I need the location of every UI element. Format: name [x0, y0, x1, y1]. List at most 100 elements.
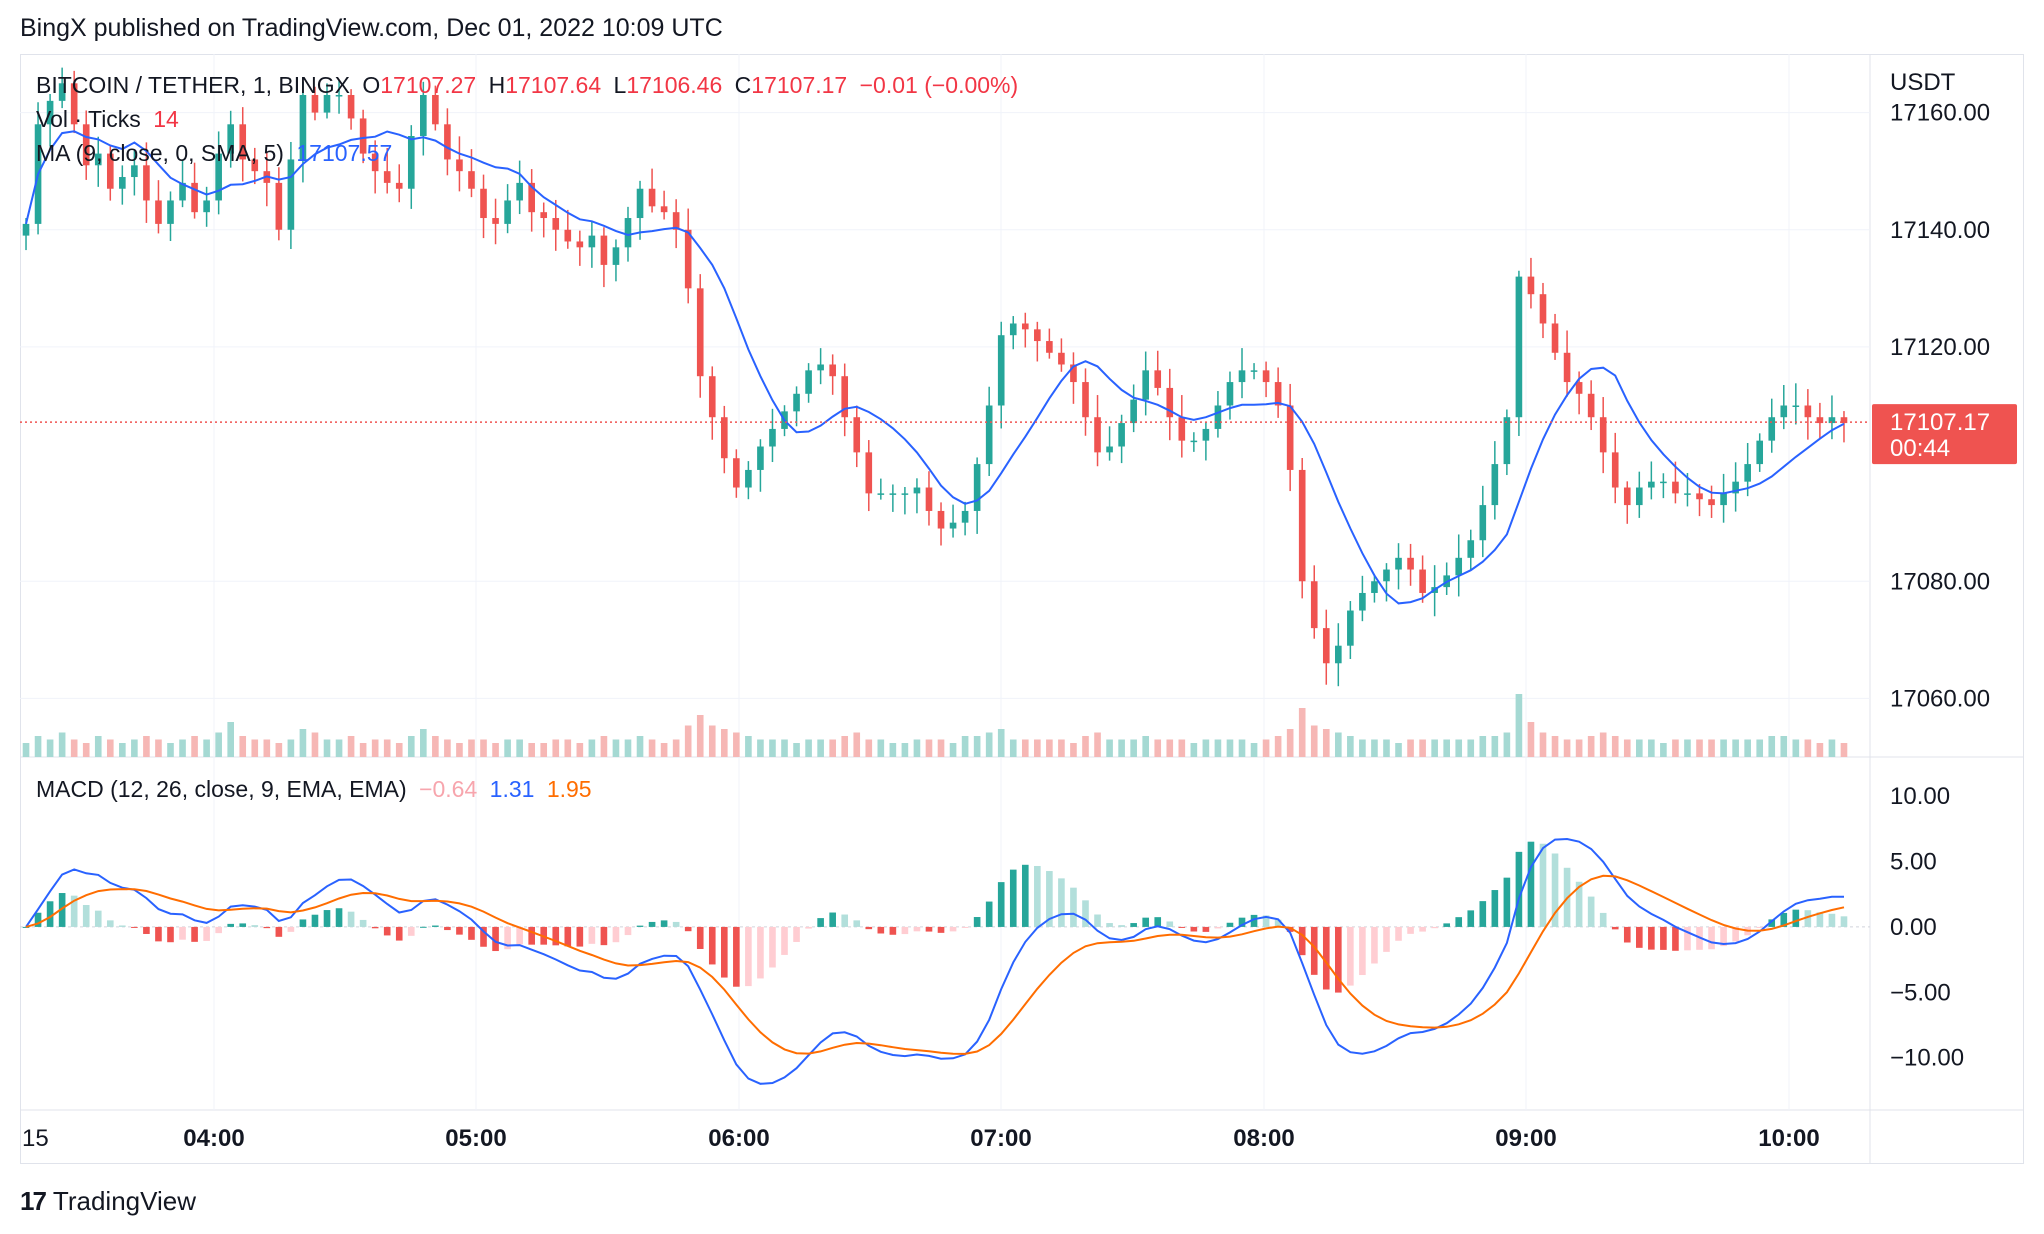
- volume-bar: [1744, 739, 1751, 757]
- macd-label[interactable]: MACD (12, 26, close, 9, EMA, EMA): [36, 776, 407, 802]
- macd-histogram-bar: [359, 919, 367, 927]
- macd-histogram-bar: [1347, 926, 1354, 986]
- volume-bar: [468, 739, 475, 757]
- candle-body: [407, 136, 415, 189]
- macd-histogram-bar: [1491, 890, 1499, 927]
- volume-bar: [1551, 736, 1559, 757]
- macd-histogram-bar: [155, 926, 162, 942]
- candle-body: [588, 235, 596, 248]
- volume-bar: [1371, 739, 1378, 757]
- volume-label[interactable]: Vol · Ticks: [36, 106, 141, 132]
- macd-histogram-bar: [781, 926, 788, 955]
- macd-histogram-bar: [672, 921, 680, 927]
- volume-bar: [70, 739, 78, 757]
- volume-bar: [1407, 739, 1414, 757]
- volume-bar: [215, 732, 222, 757]
- price-tick-label: 17120.00: [1890, 334, 1990, 361]
- last-price-badge[interactable]: [1872, 404, 2017, 465]
- macd-histogram-bar: [853, 920, 861, 927]
- volume-bar: [829, 739, 836, 757]
- macd-histogram-bar: [913, 926, 921, 932]
- macd-histogram-bar: [1166, 921, 1174, 927]
- candle-body: [335, 95, 343, 97]
- volume-bar: [913, 739, 921, 757]
- candle-body: [70, 83, 78, 125]
- candle-body: [1768, 417, 1776, 441]
- volume-bar: [347, 736, 355, 757]
- volume-bar: [576, 743, 584, 757]
- volume-bar: [636, 736, 644, 757]
- time-tick-label: 08:00: [1233, 1125, 1294, 1152]
- candle-body: [720, 417, 728, 459]
- volume-bar: [1792, 739, 1800, 757]
- macd-histogram-bar: [588, 926, 596, 944]
- macd-histogram-bar: [937, 926, 945, 933]
- chart-frame[interactable]: [20, 54, 2024, 1164]
- macd-histogram-bar: [34, 912, 42, 927]
- macd-histogram-bar: [1732, 926, 1739, 942]
- candle-body: [1515, 276, 1523, 418]
- macd-histogram-bar: [1214, 926, 1222, 929]
- candle-body: [1539, 294, 1547, 324]
- candle-body: [552, 218, 560, 230]
- macd-histogram-bar: [1070, 887, 1077, 927]
- macd-histogram-bar: [347, 911, 355, 927]
- volume-bar: [540, 743, 548, 757]
- candle-body: [371, 153, 379, 172]
- macd-histogram-bar: [263, 926, 271, 929]
- volume-bar: [1274, 736, 1282, 757]
- macd-histogram-bar: [1310, 926, 1318, 975]
- ma-label[interactable]: MA (9, close, 0, SMA, 5): [36, 140, 284, 166]
- candle-body: [155, 200, 162, 224]
- macd-histogram-bar: [1684, 926, 1691, 951]
- candle-body: [227, 124, 235, 154]
- volume-bar: [167, 743, 174, 757]
- volume-bar: [1587, 736, 1595, 757]
- macd-histogram-bar: [106, 920, 114, 927]
- price-tick-label: 17140.00: [1890, 217, 1990, 244]
- macd-histogram-bar: [46, 901, 54, 927]
- macd-histogram-bar: [492, 926, 499, 952]
- candle-body: [636, 188, 644, 219]
- macd-histogram-bar: [1635, 926, 1643, 948]
- volume-bar: [1359, 739, 1366, 757]
- volume-legend: Vol · Ticks 14: [36, 106, 185, 133]
- macd-histogram-bar: [239, 923, 247, 927]
- macd-histogram-bar: [1286, 926, 1294, 932]
- macd-histogram-bar: [925, 926, 933, 932]
- brand-name: TradingView: [52, 1186, 196, 1216]
- macd-histogram-bar: [997, 882, 1005, 927]
- volume-bar: [805, 739, 812, 757]
- macd-histogram-bar: [624, 926, 632, 936]
- macd-histogram-bar: [432, 925, 439, 927]
- volume-bar: [588, 739, 596, 757]
- volume-bar: [456, 743, 463, 757]
- volume-bar: [1178, 739, 1186, 757]
- candle-body: [1142, 370, 1150, 400]
- candle-body: [1214, 405, 1222, 429]
- macd-histogram-bar: [1623, 926, 1631, 943]
- macd-histogram-bar: [1479, 901, 1487, 927]
- volume-bar: [672, 739, 680, 757]
- macd-histogram-bar: [865, 926, 873, 930]
- candle-body: [143, 165, 150, 201]
- candle-body: [1262, 370, 1270, 383]
- macd-histogram-bar: [757, 926, 764, 979]
- macd-histogram-bar: [1395, 926, 1402, 941]
- macd-histogram-bar: [143, 926, 150, 934]
- symbol-name[interactable]: BITCOIN / TETHER, 1, BINGX: [36, 72, 350, 98]
- volume-bar: [263, 739, 271, 757]
- volume-bar: [1226, 739, 1234, 757]
- volume-bar: [106, 739, 114, 757]
- candle-body: [1190, 440, 1198, 443]
- candle-body: [1347, 610, 1354, 646]
- macd-histogram-bar: [720, 926, 728, 978]
- candle-body: [889, 493, 897, 495]
- volume-bar: [1575, 739, 1583, 757]
- volume-bar: [985, 732, 993, 757]
- volume-bar: [624, 739, 632, 757]
- candle-body: [1274, 382, 1282, 406]
- macd-histogram-bar: [1082, 900, 1089, 927]
- macd-histogram-bar: [769, 926, 776, 968]
